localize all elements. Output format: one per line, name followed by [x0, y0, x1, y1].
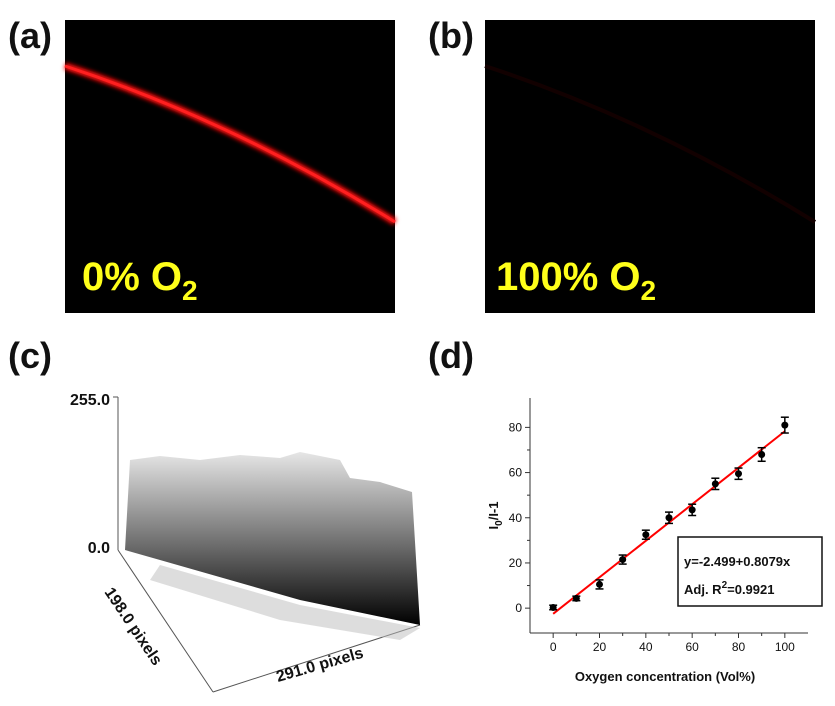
image: [65, 20, 395, 313]
caption: 0% O2: [82, 255, 198, 306]
point: [735, 470, 742, 478]
point: [572, 594, 580, 602]
caption: 100% O2: [496, 255, 656, 306]
x-axis-label: Oxygen concentration (Vol%): [575, 669, 755, 684]
caption-text: 0% O: [82, 255, 182, 299]
r2-prefix: Adj. R: [684, 582, 722, 597]
y-label-sub: 0: [494, 520, 505, 526]
fluorescence: [64, 64, 396, 224]
x-tick-label: 60: [685, 640, 699, 654]
x-tick-label: 80: [732, 640, 746, 654]
axis-label: 291.0 pixels: [274, 645, 365, 686]
y-tick-label: 60: [509, 466, 523, 480]
panel-label: (c): [8, 335, 52, 376]
point: [688, 506, 696, 514]
point: [596, 580, 603, 588]
caption-text: 100% O: [496, 255, 641, 299]
point: [619, 556, 627, 564]
y-label-rest: /I-1: [486, 502, 501, 521]
fit-box: [677, 536, 823, 607]
z-tick-label: 0.0: [88, 540, 110, 557]
surface-edge: [150, 565, 420, 640]
caption-sub: 2: [641, 275, 657, 306]
chart: 0 20 40 60 80 100020406080y=-2.499+0.8079xAdj…: [486, 398, 823, 684]
x-tick-label: 20: [593, 640, 607, 654]
y-tick-label: 20: [509, 556, 523, 570]
panel-label: (b): [428, 15, 474, 56]
panel-label: (a): [8, 15, 52, 56]
caption-sub: 2: [182, 275, 198, 306]
x-tick-label: 40: [639, 640, 653, 654]
point: [665, 514, 673, 522]
y-axis-label: I0/I-1: [486, 502, 505, 530]
y-tick-label: 0: [515, 601, 522, 615]
r2-sup: 2: [722, 580, 728, 591]
point: [642, 531, 650, 539]
point: [549, 603, 557, 611]
point: [781, 421, 789, 429]
point: [711, 480, 719, 488]
axis-label: 198.0 pixels: [101, 585, 165, 669]
panel-label: (d): [428, 335, 474, 376]
image: [485, 20, 815, 313]
fit-r2: Adj. R2=0.9921: [684, 580, 774, 597]
y-label-main: I: [486, 526, 501, 530]
axis: [117, 549, 214, 693]
z-tick-label: 255.0: [70, 392, 110, 409]
y-tick-label: 80: [509, 420, 523, 434]
x-tick-label: 100: [775, 640, 795, 654]
x-tick-label: 0: [550, 640, 557, 654]
r2-value: =0.9921: [727, 582, 774, 597]
surface: [125, 452, 420, 625]
point: [758, 450, 766, 458]
y-tick-label: 40: [509, 511, 523, 525]
fit-equation: y=-2.499+0.8079x: [684, 554, 791, 569]
fluorescence: [484, 64, 817, 224]
